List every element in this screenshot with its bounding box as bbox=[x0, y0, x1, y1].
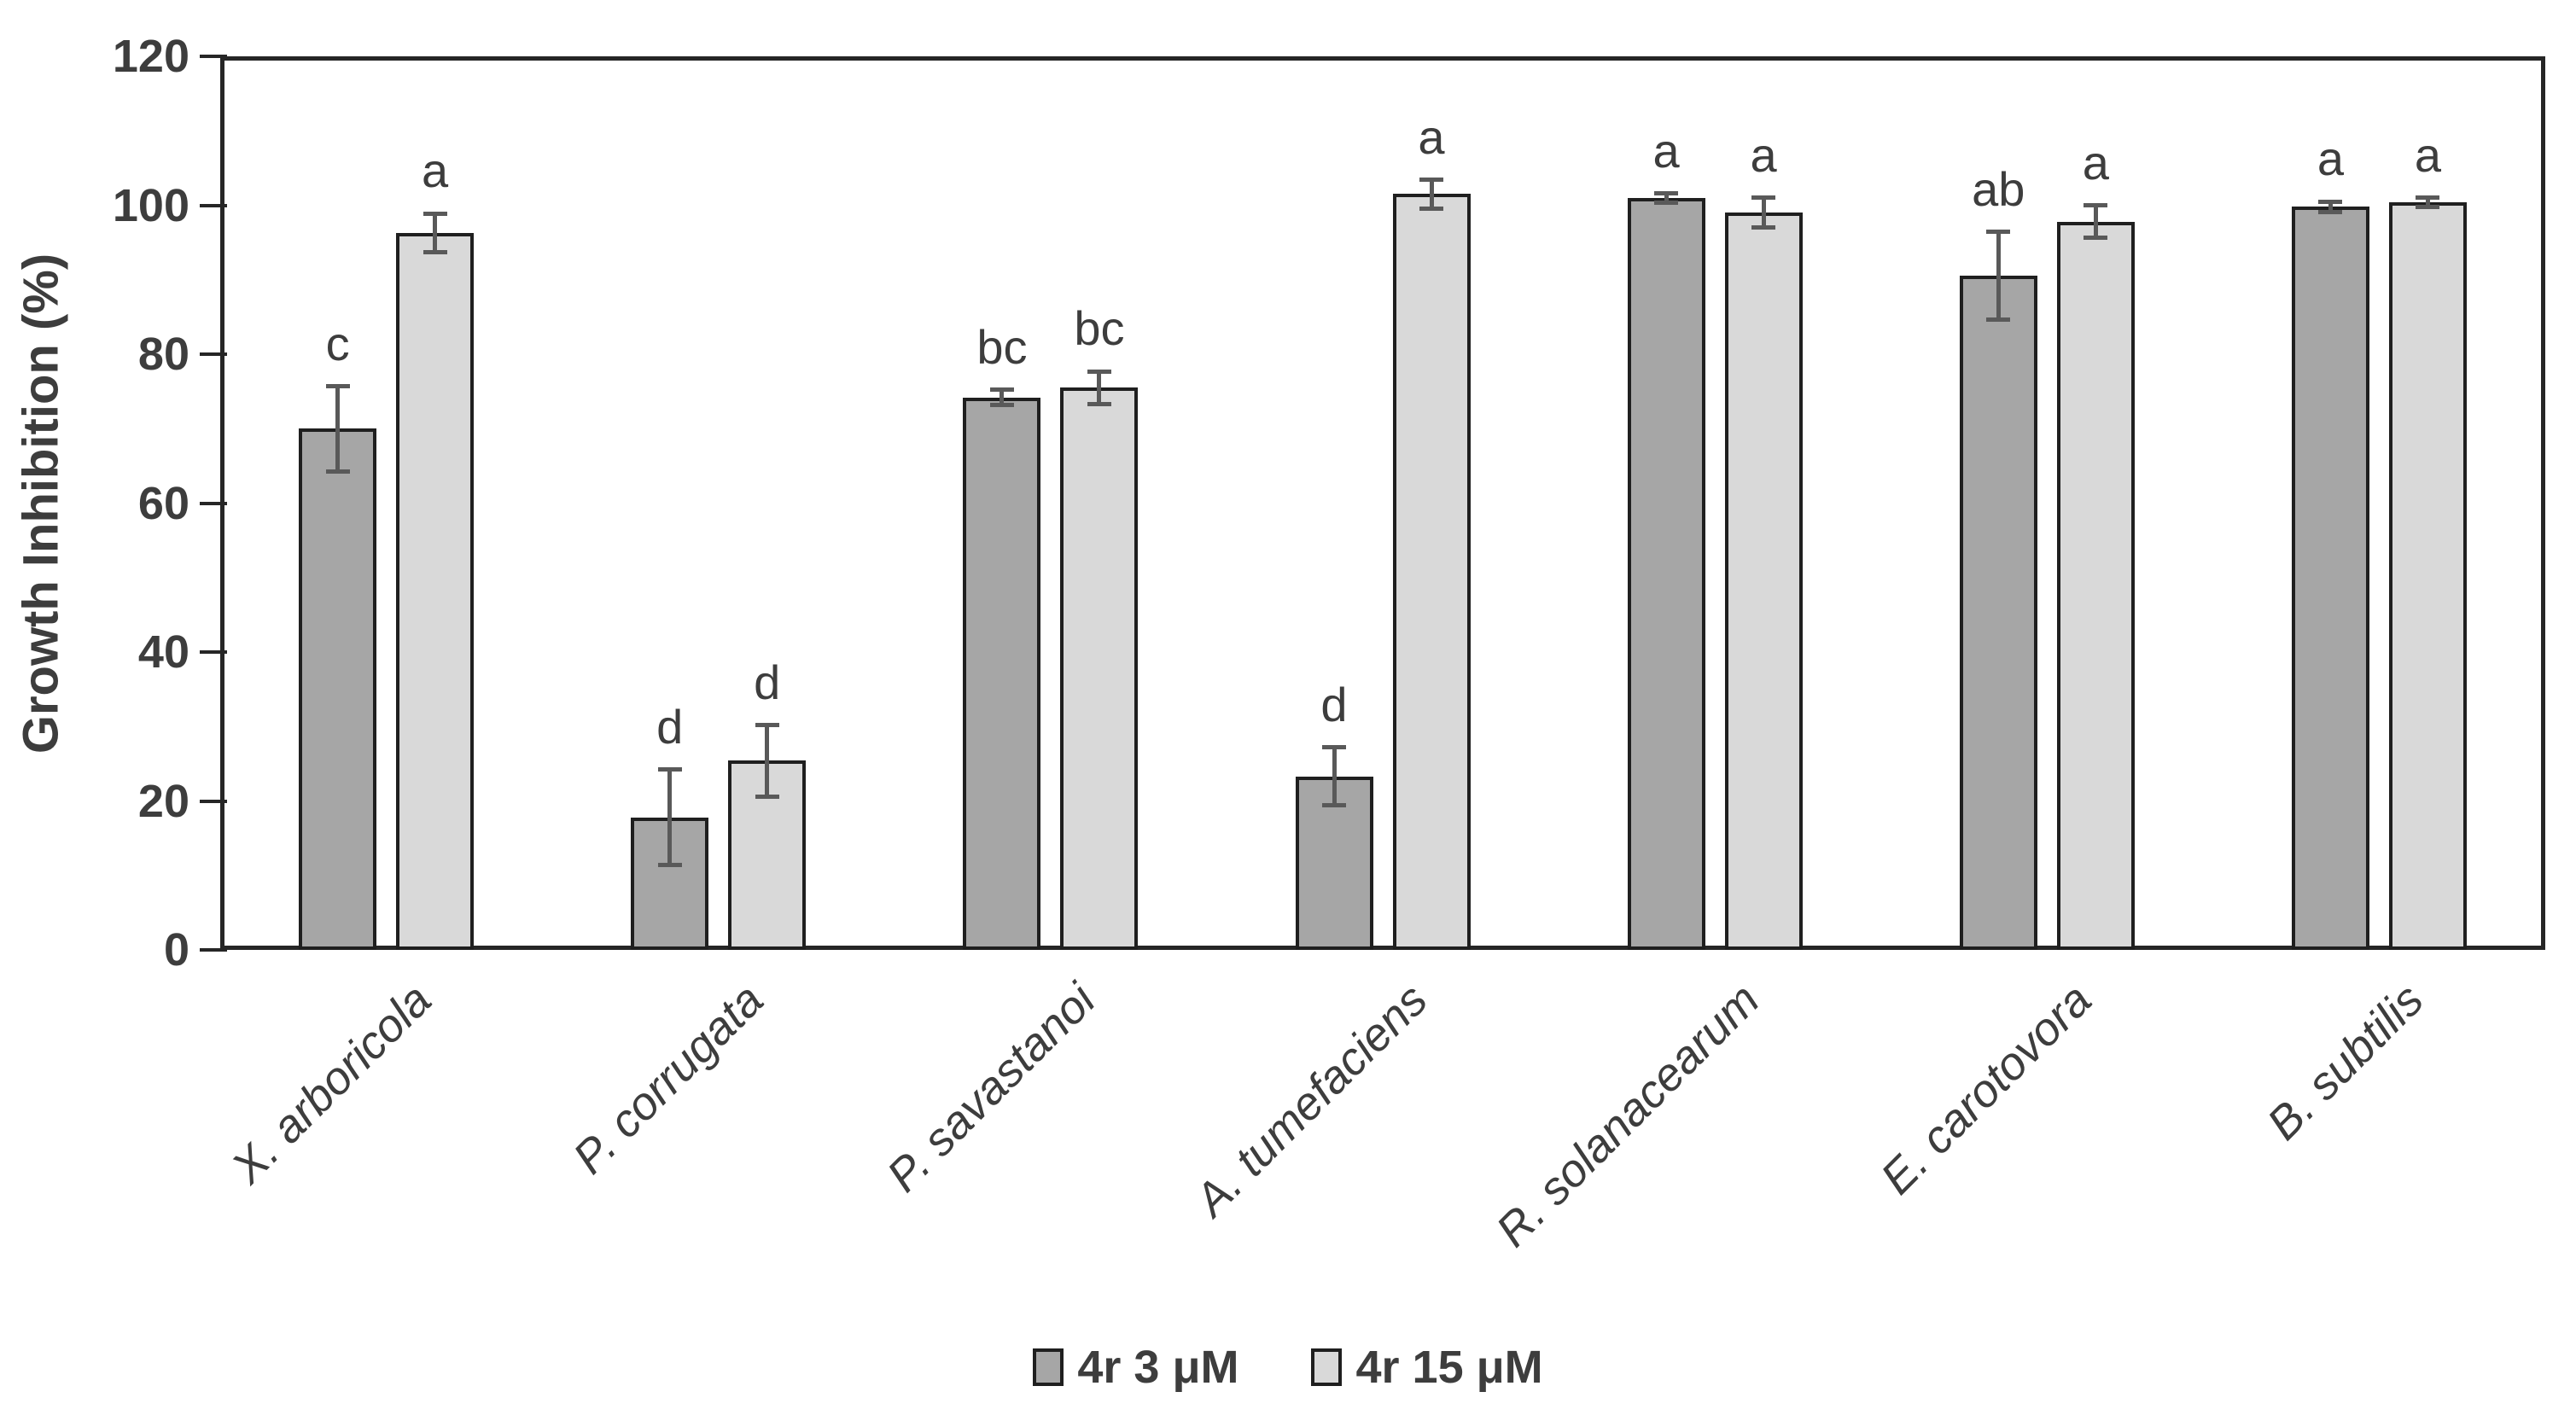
error-bar-cap-bottom bbox=[1986, 317, 2011, 323]
error-bar-cap-bottom bbox=[2416, 204, 2440, 209]
error-bar-cap-bottom bbox=[2318, 209, 2343, 214]
error-bar-cap-top bbox=[423, 211, 447, 216]
significance-letter: ab bbox=[1972, 161, 2025, 216]
error-bar-cap-top bbox=[1419, 178, 1443, 183]
legend-item-2: 4r 15 μM bbox=[1311, 1342, 1543, 1393]
x-category-label-6: E. carotovora bbox=[1871, 974, 2102, 1204]
error-bar-stem bbox=[433, 213, 438, 253]
significance-letter: d bbox=[656, 699, 684, 754]
plot-area-frame bbox=[220, 56, 2545, 950]
error-bar-stem bbox=[1097, 371, 1102, 405]
significance-letter: a bbox=[1750, 127, 1777, 182]
x-category-label-5: R. solanacearum bbox=[1486, 974, 1769, 1257]
bar-series1-cat7 bbox=[2291, 207, 2369, 950]
error-bar-cap-top bbox=[2084, 203, 2108, 207]
y-tick-label-40: 40 bbox=[137, 626, 189, 678]
legend-swatch-icon bbox=[1311, 1348, 1343, 1386]
significance-letter: c bbox=[325, 316, 350, 370]
error-bar-cap-top bbox=[657, 767, 682, 772]
y-tick-label-20: 20 bbox=[137, 775, 189, 827]
error-bar-stem bbox=[1429, 179, 1434, 208]
y-tick-label-100: 100 bbox=[112, 179, 189, 231]
error-bar-cap-top bbox=[2416, 195, 2440, 201]
error-bar-cap-bottom bbox=[1654, 200, 1679, 205]
bar-series1-cat1 bbox=[299, 428, 377, 951]
y-tick-mark-20 bbox=[200, 799, 227, 803]
y-tick-label-80: 80 bbox=[137, 329, 189, 380]
significance-letter: a bbox=[2414, 127, 2441, 182]
significance-letter: a bbox=[2317, 131, 2344, 186]
error-bar-cap-bottom bbox=[657, 863, 682, 867]
error-bar-cap-top bbox=[1322, 745, 1346, 750]
x-category-label-4: A. tumefaciens bbox=[1185, 974, 1437, 1226]
error-bar-cap-bottom bbox=[325, 469, 350, 474]
error-bar-stem bbox=[1996, 231, 2001, 320]
y-tick-mark-60 bbox=[200, 501, 227, 505]
significance-letter: d bbox=[1320, 677, 1348, 731]
x-category-label-3: P. savastanoi bbox=[877, 974, 1105, 1203]
y-tick-mark-100 bbox=[200, 203, 227, 207]
error-bar-cap-top bbox=[989, 387, 1014, 393]
y-tick-mark-80 bbox=[200, 352, 227, 356]
significance-letter: a bbox=[422, 143, 449, 198]
bar-series2-cat5 bbox=[1724, 213, 1803, 950]
bar-series1-cat5 bbox=[1627, 197, 1705, 950]
y-tick-label-60: 60 bbox=[137, 477, 189, 529]
significance-letter: bc bbox=[976, 319, 1028, 374]
legend-label: 4r 3 μM bbox=[1077, 1342, 1239, 1393]
bar-series1-cat6 bbox=[1959, 276, 2037, 950]
error-bar-cap-bottom bbox=[1751, 225, 1776, 230]
error-bar-stem bbox=[1000, 389, 1005, 405]
error-bar-stem bbox=[1761, 197, 1766, 228]
error-bar-cap-bottom bbox=[755, 794, 779, 799]
significance-letter: a bbox=[1418, 109, 1445, 164]
x-category-label-7: B. subtilis bbox=[2258, 974, 2434, 1150]
significance-letter: d bbox=[754, 655, 781, 709]
error-bar-cap-bottom bbox=[423, 250, 447, 254]
error-bar-cap-top bbox=[1751, 195, 1776, 201]
error-bar-cap-bottom bbox=[2084, 236, 2108, 241]
error-bar-stem bbox=[1664, 193, 1669, 202]
bar-series2-cat1 bbox=[396, 232, 475, 950]
error-bar-cap-bottom bbox=[1322, 803, 1346, 808]
error-bar-cap-bottom bbox=[989, 402, 1014, 407]
y-tick-mark-40 bbox=[200, 650, 227, 654]
bar-series2-cat7 bbox=[2388, 202, 2467, 950]
legend: 4r 3 μM 4r 15 μM bbox=[0, 1337, 2576, 1398]
error-bar-cap-top bbox=[755, 723, 779, 727]
error-bar-stem bbox=[2093, 205, 2098, 238]
y-tick-mark-0 bbox=[200, 948, 227, 952]
y-tick-label-120: 120 bbox=[112, 31, 189, 82]
x-category-label-1: X. arboricola bbox=[221, 974, 441, 1194]
error-bar-cap-top bbox=[1654, 191, 1679, 195]
legend-item-1: 4r 3 μM bbox=[1033, 1342, 1238, 1393]
error-bar-cap-top bbox=[2318, 199, 2343, 204]
significance-letter: bc bbox=[1074, 301, 1125, 356]
error-bar-cap-bottom bbox=[1087, 402, 1111, 406]
bar-series2-cat3 bbox=[1060, 387, 1139, 950]
x-category-label-2: P. corrugata bbox=[562, 974, 773, 1184]
error-bar-stem bbox=[335, 386, 341, 471]
bar-series1-cat3 bbox=[963, 397, 1041, 950]
error-bar-cap-top bbox=[1986, 230, 2011, 235]
bar-series2-cat4 bbox=[1392, 194, 1471, 950]
error-bar-cap-top bbox=[1087, 369, 1111, 374]
error-bar-stem bbox=[1332, 747, 1337, 806]
y-tick-mark-120 bbox=[200, 55, 227, 58]
error-bar-stem bbox=[2425, 197, 2430, 207]
error-bar-stem bbox=[667, 769, 673, 865]
legend-label: 4r 15 μM bbox=[1355, 1342, 1543, 1393]
error-bar-stem bbox=[2328, 201, 2333, 213]
significance-letter: a bbox=[1652, 123, 1680, 178]
significance-letter: a bbox=[2082, 135, 2109, 189]
error-bar-cap-bottom bbox=[1419, 206, 1443, 211]
bar-series2-cat6 bbox=[2056, 221, 2135, 950]
legend-swatch-icon bbox=[1033, 1348, 1064, 1386]
error-bar-cap-top bbox=[325, 384, 350, 388]
y-tick-label-0: 0 bbox=[163, 924, 189, 975]
error-bar-stem bbox=[765, 725, 770, 797]
